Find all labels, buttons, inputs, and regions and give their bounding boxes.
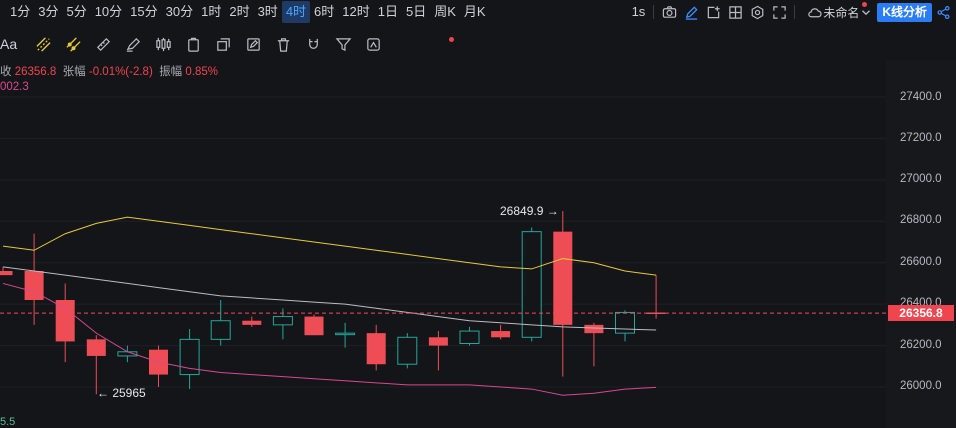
price-tick: 27000.0 [900,173,942,185]
cloud-icon [805,1,823,23]
timeframe-3min[interactable]: 3分 [38,4,59,19]
ruler-icon[interactable] [88,31,118,57]
ma-gray-line [2,266,657,331]
edit-note-icon[interactable] [238,31,268,57]
candle-body [335,332,356,336]
candle-body [304,316,324,336]
candle-body [86,339,106,356]
candle-body [615,311,635,334]
amplitude-label: 振幅 [159,66,183,78]
account-name: 未命名 [823,5,860,20]
divider [653,5,655,19]
candle-body [179,338,200,376]
ma-value: 002.3 [0,81,29,93]
fullscreen-icon[interactable] [768,1,790,23]
timeframe-month[interactable]: 月K [463,4,486,19]
price-tick: 27400.0 [900,91,942,103]
timeframe-3h[interactable]: 3时 [257,4,278,19]
timeframe-2h[interactable]: 2时 [229,4,250,19]
price-tick: 26200.0 [900,339,942,351]
share-icon[interactable] [932,1,954,23]
kline-analysis-button[interactable]: K线分析 [877,2,932,22]
notification-dot [862,2,867,7]
candle-body [521,231,542,338]
timeframe-15min[interactable]: 15分 [130,4,158,19]
low-annotation: ← 25965 [97,386,146,400]
parallel-channel-icon[interactable] [28,31,58,57]
interval-selector[interactable]: 1s [631,4,646,19]
bottom-value: 5.5 [0,416,16,428]
timeframe-30min[interactable]: 30分 [165,4,194,19]
timeframe-5d[interactable]: 5日 [405,4,427,19]
timeframe-5min[interactable]: 5分 [66,4,87,19]
add-window-icon[interactable] [702,1,724,23]
candle-body [459,330,480,345]
candle-body [210,320,231,340]
camera-icon[interactable] [658,1,680,23]
amplitude-value: 0.85% [185,66,218,78]
fibonacci-icon[interactable] [58,31,88,57]
account-menu[interactable]: 未命名 [805,1,873,23]
high-annotation: 26849.9 → [500,204,559,218]
candle-body [553,231,573,325]
candle-body [491,331,511,338]
trash-icon[interactable] [268,31,298,57]
grid-layout-icon[interactable] [724,1,746,23]
candle-body [397,336,418,365]
candle-body [24,271,44,300]
price-tick: 26600.0 [900,256,942,268]
timeframe-6h[interactable]: 6时 [314,4,335,19]
text-tool-button[interactable]: Aa [0,36,18,52]
timeframe-1min[interactable]: 1分 [10,4,31,19]
candle-body [242,320,262,325]
brush-icon[interactable] [118,31,148,57]
close-label: 收 [0,66,12,78]
timeframe-10min[interactable]: 10分 [94,4,123,19]
chevron-down-icon [859,1,873,23]
candle-body [646,312,666,315]
current-price-tag: 26356.8 [888,305,954,321]
clipboard-icon[interactable] [178,31,208,57]
candlestick-pattern-icon[interactable] [148,31,178,57]
change-value: -0.01%(-2.8) [88,66,153,78]
close-value: 26356.8 [14,66,57,78]
magnet-icon[interactable] [298,31,328,57]
change-label: 张幅 [62,66,86,78]
price-tick: 27200.0 [900,132,942,144]
ma-yellow-line [2,216,657,276]
ma-pink-line [2,282,657,396]
timeframe-1d[interactable]: 1日 [377,4,398,19]
ohlc-info-bar: 收 26356.8 张幅 -0.01%(-2.8) 振幅 0.85% [0,63,218,79]
divider [794,5,796,19]
filter-icon[interactable] [328,31,358,57]
price-tick: 26800.0 [900,214,942,226]
settings-icon[interactable] [746,1,768,23]
price-tick: 26000.0 [900,380,942,392]
drawing-toolbar: Aa [0,30,470,58]
template-notification-dot [449,37,454,42]
pencil-icon[interactable] [680,1,702,23]
timeframe-12h[interactable]: 12时 [342,4,370,19]
copy-icon[interactable] [208,31,238,57]
candle-body [272,316,293,326]
template-icon[interactable] [358,31,388,57]
candlestick-chart[interactable] [0,60,886,428]
candle-body [0,271,13,276]
price-axis[interactable] [886,60,956,428]
candle-body [55,300,75,342]
timeframe-week[interactable]: 周K [434,4,456,19]
timeframe-4h[interactable]: 4时 [281,1,311,23]
candle-body [366,333,386,365]
candle-body [428,337,448,346]
candle-body [584,324,604,334]
timeframe-1h[interactable]: 1时 [201,4,222,19]
timeframe-toolbar: 1分 3分 5分 10分 15分 30分 1时 2时 3时 4时 6时 12时 … [0,0,956,24]
